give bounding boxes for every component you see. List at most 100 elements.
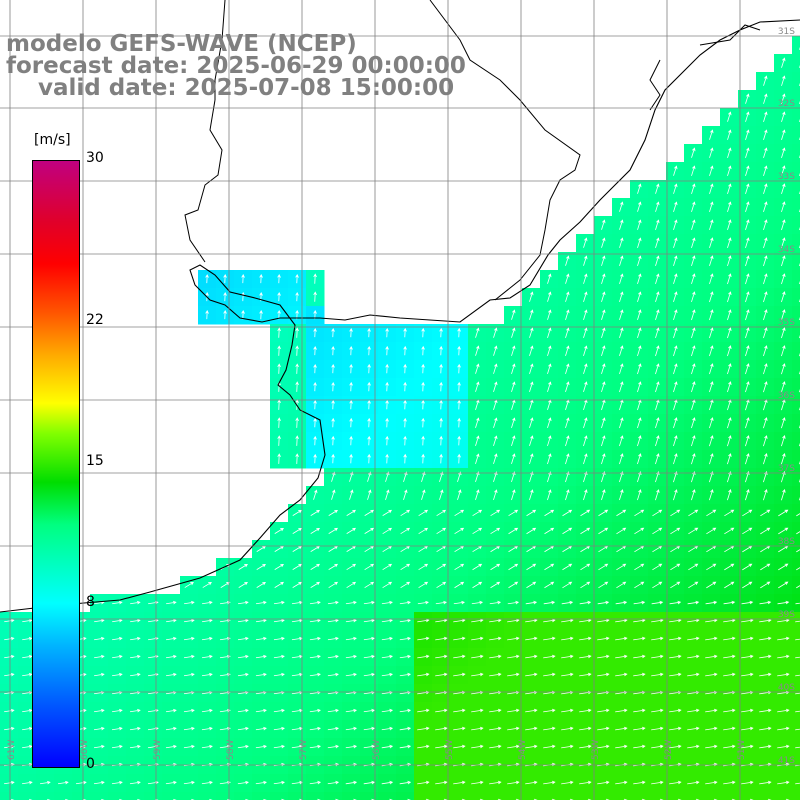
wind-arrow [637,363,642,375]
wind-arrow [709,147,714,158]
wind-arrow [417,726,430,731]
wind-arrow [615,726,628,731]
wind-arrow [345,708,357,713]
wind-arrow [691,147,696,158]
field-cell [792,540,800,559]
wind-arrow [313,453,317,464]
wind-arrow [453,726,466,731]
lon-label: 53W [591,740,601,760]
wind-arrow [709,381,714,393]
wind-arrow [565,417,570,429]
wind-arrow [511,363,516,374]
wind-arrow [201,744,213,749]
wind-arrow [112,654,123,659]
wind-arrow [22,672,33,677]
field-cell [198,792,217,800]
wind-arrow [655,183,660,194]
wind-arrow [727,435,732,447]
wind-arrow [547,273,552,284]
wind-arrow [763,453,768,465]
wind-arrow [709,165,714,176]
wind-arrow [633,744,646,749]
wind-arrow [543,654,556,659]
wind-arrow [507,708,520,713]
wind-arrow [364,563,375,571]
wind-arrow [475,363,480,374]
wind-arrow [489,654,502,659]
wind-arrow [655,255,660,266]
wind-arrow [655,345,660,357]
wind-arrow [328,563,339,570]
wind-arrow [619,381,624,393]
wind-arrow [381,726,394,731]
wind-arrow [331,489,336,500]
wind-arrow [493,363,498,374]
wind-arrow [363,672,375,677]
wind-arrow [475,381,480,392]
wind-arrow [507,654,520,659]
wind-arrow [705,726,718,731]
wind-arrow [544,527,555,535]
wind-arrow [381,618,393,623]
wind-arrow [565,453,570,465]
wind-arrow [659,798,664,800]
wind-arrow [129,780,141,785]
wind-arrow [525,744,538,749]
field-cell [792,396,800,415]
field-cell [630,792,649,800]
wind-arrow [237,618,249,623]
wind-arrow [475,417,480,428]
field-cell [792,270,800,289]
wind-arrow [763,363,768,375]
wind-arrow [184,618,195,623]
wind-arrow [565,309,570,320]
wind-arrow [381,636,393,641]
wind-arrow [201,636,213,641]
wind-arrow [547,309,552,320]
wind-arrow [547,345,552,356]
wind-arrow [745,255,750,267]
wind-arrow [511,381,516,392]
wind-arrow [597,708,610,713]
wind-arrow [597,726,610,731]
wind-arrow [543,636,556,641]
field-cell [342,792,361,800]
lon-label: 51W [737,740,747,760]
wind-arrow [781,57,786,68]
wind-arrow [709,237,714,249]
wind-arrow [183,672,195,677]
wind-arrow [345,744,358,749]
wind-arrow [490,581,501,589]
wind-arrow [565,471,570,483]
wind-arrow [435,780,448,785]
lon-label: 55W [445,740,455,760]
wind-arrow [346,563,357,571]
lon-label: 54W [518,740,528,760]
wind-arrow [454,563,465,571]
wind-arrow [507,636,520,641]
wind-arrow [745,165,750,176]
wind-arrow [223,310,227,320]
wind-arrow [417,636,430,641]
wind-arrow [633,636,646,641]
wind-arrow [421,327,425,338]
wind-arrow [741,744,754,749]
wind-arrow [615,708,628,713]
field-cell [792,54,800,73]
field-cell [378,792,397,800]
field-cell [648,792,667,800]
wind-arrow [709,183,714,194]
wind-arrow [310,563,321,570]
wind-arrow [457,471,462,482]
wind-arrow [511,471,516,483]
wind-arrow [436,527,447,535]
wind-arrow [313,381,317,392]
field-cell [90,792,109,800]
wind-arrow [795,656,800,659]
wind-arrow [507,726,520,731]
wind-arrow [367,363,371,374]
wind-arrow [669,618,682,623]
wind-arrow [544,509,555,517]
wind-arrow [691,381,696,393]
wind-arrow [673,165,678,176]
